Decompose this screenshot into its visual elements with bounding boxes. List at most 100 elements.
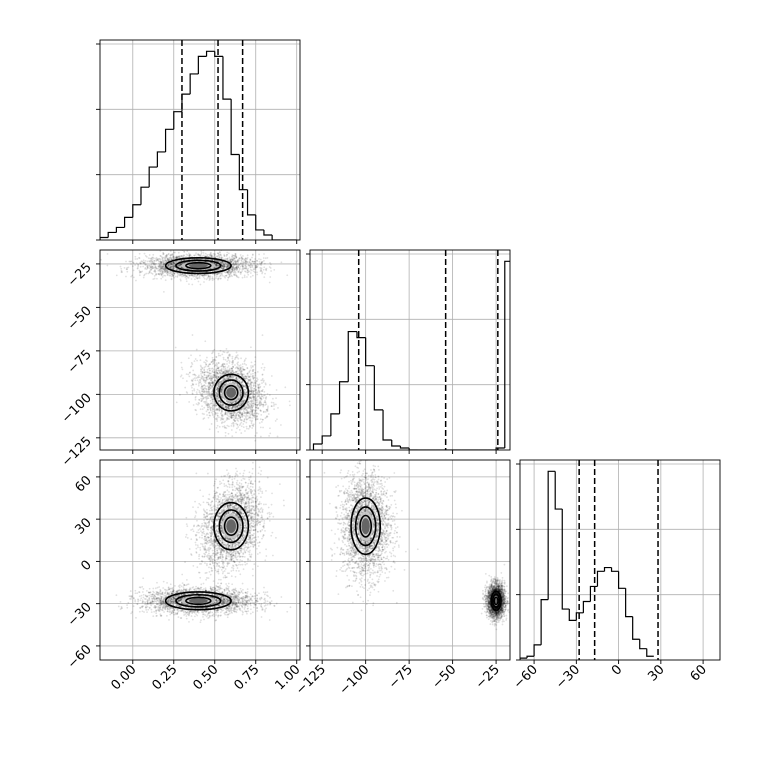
sample-point (270, 401, 273, 404)
sample-point (233, 273, 236, 276)
sample-point (210, 251, 212, 254)
sample-point (183, 274, 186, 277)
sample-point (115, 274, 118, 277)
sample-point (136, 267, 139, 270)
sample-point (215, 427, 218, 429)
sample-point (256, 273, 259, 276)
sample-point (179, 279, 182, 282)
histogram-bin (382, 409, 392, 441)
sample-point (172, 266, 175, 269)
sample-point (145, 268, 148, 271)
sample-point (152, 278, 155, 281)
sample-point (203, 361, 206, 364)
sample-point (231, 256, 234, 258)
sample-point (247, 270, 250, 273)
sample-point (214, 359, 217, 362)
sample-point (261, 272, 263, 275)
sample-point (162, 272, 164, 275)
sample-point (228, 273, 231, 276)
sample-point (164, 259, 166, 261)
sample-point (238, 269, 241, 272)
sample-point (208, 279, 211, 282)
sample-point (229, 259, 232, 262)
sample-point (156, 267, 158, 270)
sample-point (193, 278, 196, 281)
histogram-bin (263, 229, 273, 236)
sample-point (208, 428, 211, 431)
sample-point (239, 257, 241, 260)
sample-point (269, 276, 272, 278)
sample-point (228, 275, 231, 278)
histogram-bins (312, 260, 510, 450)
sample-point (159, 272, 162, 275)
sample-point (188, 254, 191, 257)
sample-point (256, 395, 259, 398)
sample-point (202, 254, 205, 257)
sample-point (172, 267, 175, 270)
sample-point (156, 258, 159, 261)
sample-point (125, 268, 128, 271)
sample-point (139, 261, 142, 264)
sample-point (237, 266, 240, 269)
sample-point (259, 418, 262, 421)
sample-point (214, 411, 217, 414)
sample-point (253, 363, 256, 366)
sample-point (284, 386, 287, 389)
sample-point (239, 262, 242, 265)
sample-point (267, 405, 269, 408)
sample-point (209, 276, 212, 279)
sample-point (200, 251, 203, 254)
sample-point (251, 265, 254, 267)
sample-point (153, 261, 155, 264)
sample-point (138, 252, 141, 255)
sample-point (134, 264, 137, 266)
sample-point (235, 265, 238, 268)
sample-point (244, 259, 247, 262)
sample-point (106, 253, 109, 255)
sample-point (153, 275, 156, 277)
sample-point (174, 251, 176, 254)
sample-point (258, 422, 261, 424)
sample-point (207, 416, 210, 419)
sample-point (244, 357, 247, 360)
sample-point (232, 263, 235, 266)
sample-point (159, 264, 161, 267)
histogram-bin (214, 51, 223, 57)
sample-point (262, 405, 265, 408)
sample-point (223, 363, 226, 365)
sample-point (173, 256, 176, 259)
sample-point (227, 263, 230, 266)
sample-point (256, 418, 259, 420)
sample-point (231, 255, 233, 258)
x-tick-label: −60 (511, 662, 541, 692)
sample-point (235, 378, 238, 381)
sample-point (168, 266, 171, 269)
sample-point (173, 262, 175, 265)
histogram-bin (610, 567, 619, 572)
sample-point (258, 262, 261, 265)
sample-point (222, 267, 225, 270)
sample-point (252, 404, 255, 407)
x-tick-label: 30 (645, 662, 667, 684)
sample-point (268, 266, 271, 268)
sample-point (199, 359, 202, 362)
sample-point (245, 363, 248, 366)
sample-point (155, 262, 157, 265)
sample-point (235, 370, 238, 373)
sample-point (163, 271, 166, 274)
sample-point (230, 424, 233, 427)
histogram-bin (115, 226, 125, 233)
sample-point (249, 393, 252, 396)
sample-point (167, 253, 170, 256)
sample-point (288, 404, 291, 407)
sample-point (241, 257, 244, 260)
sample-point (228, 275, 231, 278)
sample-point (221, 273, 223, 276)
sample-point (201, 395, 204, 398)
sample-point (138, 271, 141, 274)
sample-point (251, 370, 254, 372)
sample-point (140, 262, 143, 265)
sample-point (220, 367, 223, 370)
sample-point (160, 261, 162, 264)
sample-point (232, 262, 235, 265)
